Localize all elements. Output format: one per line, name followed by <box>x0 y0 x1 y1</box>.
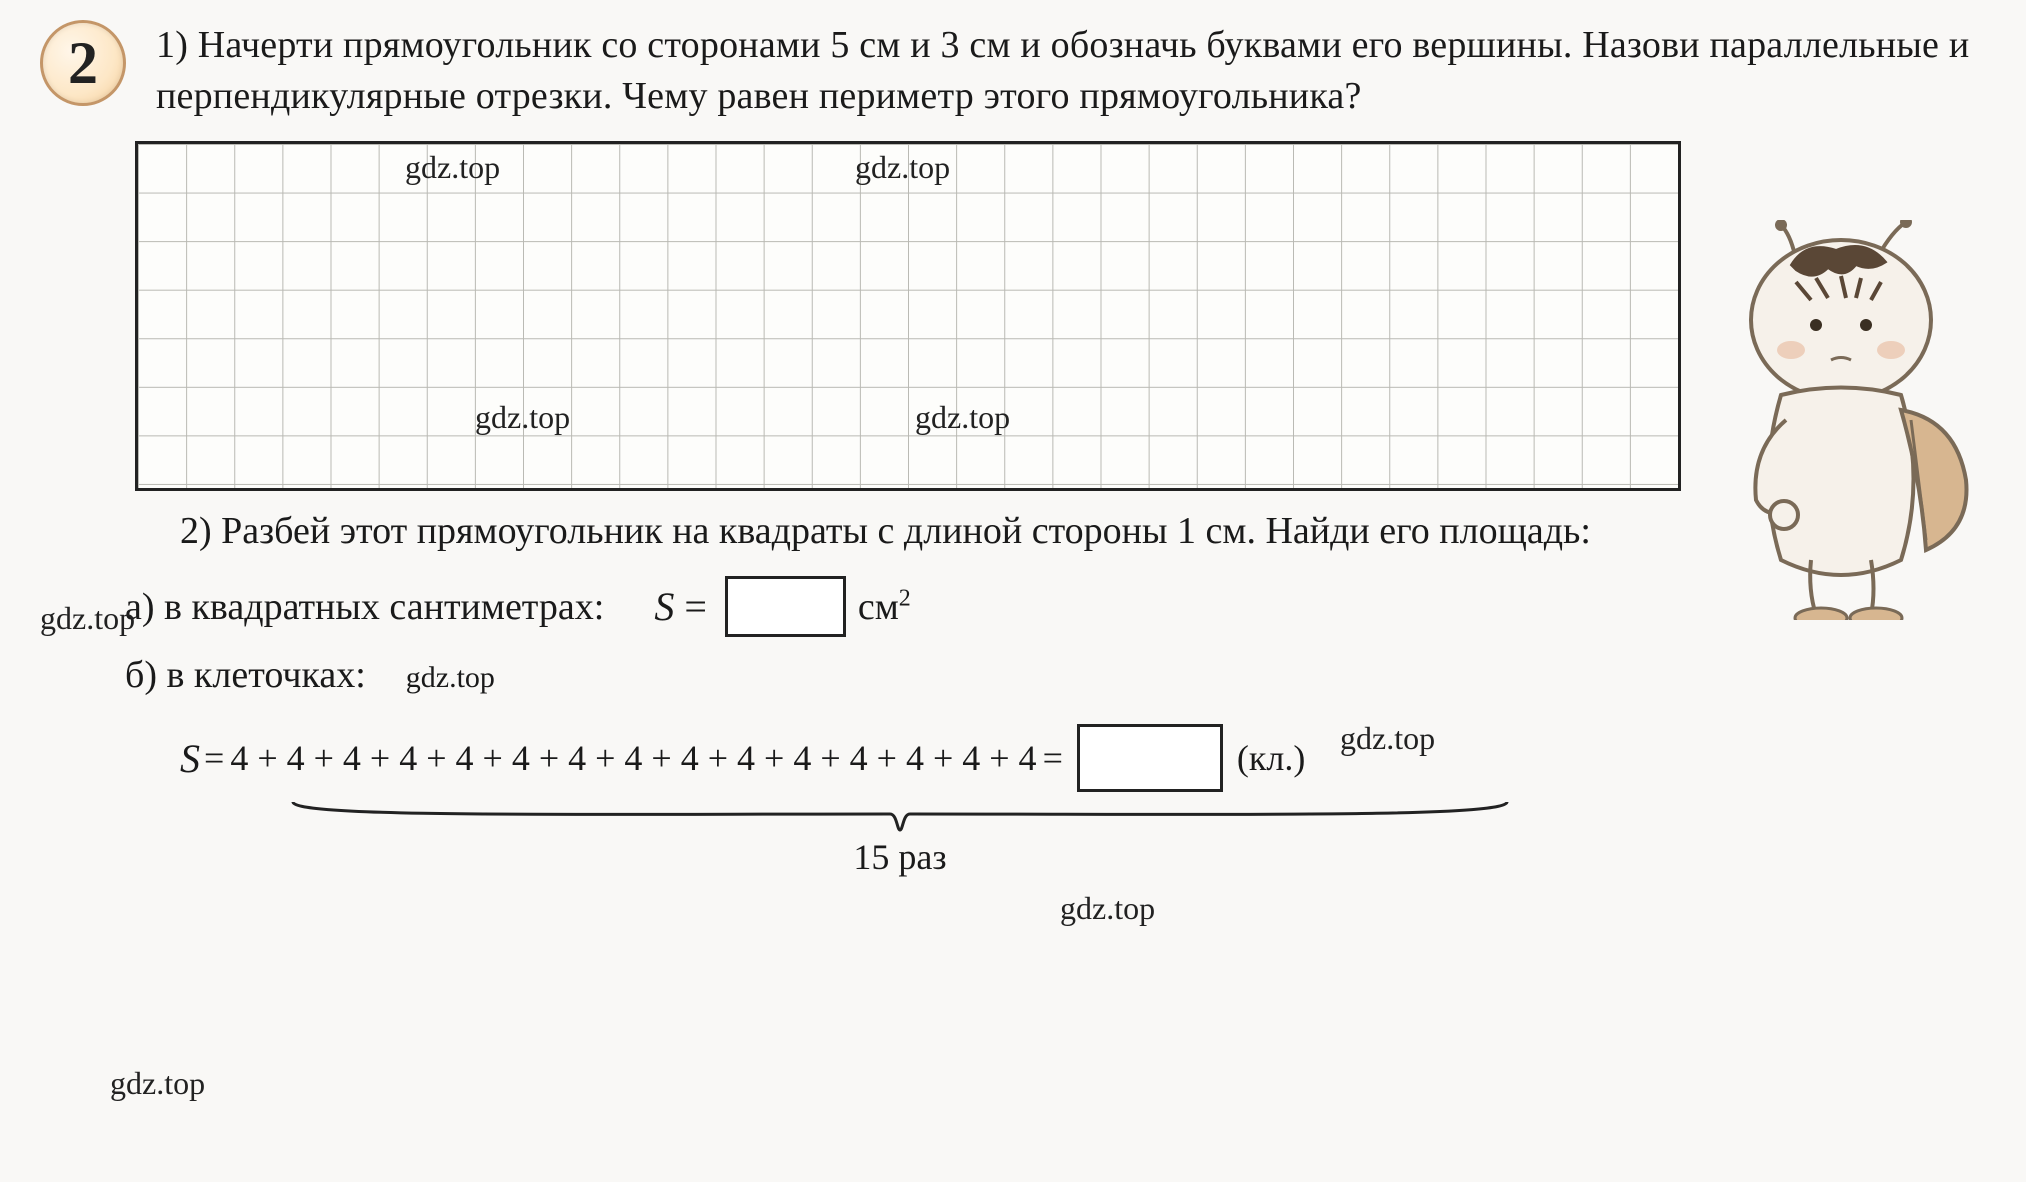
item-a-S: S <box>654 572 678 642</box>
drawing-grid-area: gdz.top gdz.top gdz.top gdz.top <box>135 141 1675 485</box>
exercise-number: 2 <box>68 29 98 98</box>
item-a-unit: см2 <box>858 574 911 641</box>
underbrace-area: 15 раз <box>285 796 1515 878</box>
watermark: gdz.top <box>855 149 950 186</box>
eq-sum: 4 + 4 + 4 + 4 + 4 + 4 + 4 + 4 + 4 + 4 + … <box>230 737 1036 779</box>
item-a-text: а) в квадратных сантиметрах: <box>125 574 604 641</box>
squared-paper-grid <box>135 141 1681 491</box>
eq-unit: (кл.) <box>1237 737 1305 779</box>
watermark: gdz.top <box>406 652 495 705</box>
brace-label: 15 раз <box>285 836 1515 878</box>
character-illustration <box>1696 220 1996 620</box>
watermark: gdz.top <box>110 1065 205 1102</box>
eq-S: S <box>180 735 204 782</box>
item-b-text: б) в клеточках: <box>125 642 366 709</box>
part1-text: 1) Начерти прямоугольник со сторонами 5 … <box>156 20 1996 123</box>
item-a-eq: = <box>684 572 707 642</box>
item-b-row: б) в клеточках: gdz.top <box>125 642 1996 709</box>
watermark: gdz.top <box>1060 880 1155 936</box>
watermark: gdz.top <box>40 600 135 637</box>
answer-box-cells[interactable] <box>1077 724 1223 792</box>
eq-equals: = <box>204 737 224 779</box>
watermark: gdz.top <box>1340 720 1435 757</box>
watermark: gdz.top <box>405 149 500 186</box>
equation-row: S = 4 + 4 + 4 + 4 + 4 + 4 + 4 + 4 + 4 + … <box>180 724 1996 792</box>
watermark: gdz.top <box>475 399 570 436</box>
answer-box-cm2[interactable] <box>725 576 846 637</box>
eq-tail-eq: = <box>1043 737 1063 779</box>
watermark: gdz.top <box>915 399 1010 436</box>
exercise-number-badge: 2 <box>40 20 126 106</box>
